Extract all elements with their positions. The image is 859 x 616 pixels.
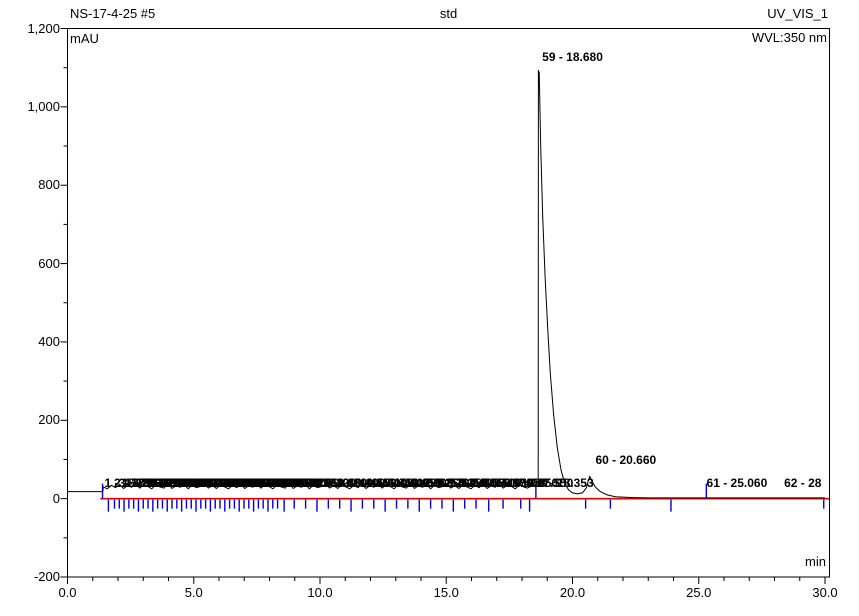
x-tick-label: 5.0 xyxy=(184,585,203,600)
y-tick-label: 600 xyxy=(38,255,60,271)
y-tick-label: 800 xyxy=(38,177,60,193)
y-tick-label: 200 xyxy=(38,412,60,428)
injection-title: std xyxy=(439,6,458,21)
sample-name: NS-17-4-25 #5 xyxy=(70,6,156,21)
y-tick-label: 1,000 xyxy=(27,98,60,114)
y-tick-label: 400 xyxy=(38,333,60,349)
y-tick-label: 0 xyxy=(52,490,60,506)
plot-data-layer xyxy=(67,69,830,512)
x-tick-label: 25.0 xyxy=(686,585,712,600)
signal-trace xyxy=(67,69,825,499)
y-tick-label: 1,200 xyxy=(27,20,60,36)
plot-border xyxy=(67,28,830,578)
x-tick-label: 0.0 xyxy=(58,585,77,600)
x-tick-label: 30.0 xyxy=(812,585,838,600)
x-tick-label: 10.0 xyxy=(307,585,333,600)
x-tick-label: 15.0 xyxy=(433,585,459,600)
x-tick-label: 20.0 xyxy=(559,585,586,600)
y-tick-label: -200 xyxy=(33,569,60,584)
channel-name: UV_VIS_1 xyxy=(767,6,828,21)
